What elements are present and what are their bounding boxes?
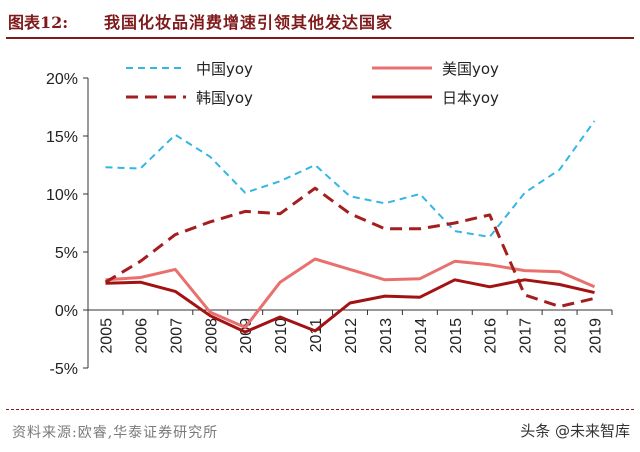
- figure-header: 图表12: 我国化妆品消费增速引领其他发达国家: [0, 0, 640, 40]
- y-tick-label: 20%: [46, 71, 78, 88]
- legend-label-3: 韩国yoy: [196, 89, 253, 107]
- header-divider: [6, 37, 634, 39]
- legend-label-2: 美国yoy: [442, 60, 499, 78]
- x-tick-label: 2016: [483, 318, 500, 354]
- x-tick-label: 2017: [518, 318, 535, 354]
- footer-divider: [6, 409, 634, 410]
- x-tick-label: 2006: [133, 318, 150, 354]
- legend-label-4: 日本yoy: [442, 89, 499, 107]
- x-tick-label: 2007: [168, 318, 185, 354]
- y-tick-label: -5%: [50, 361, 78, 378]
- source-note: 资料来源:欧睿,华泰证券研究所: [12, 425, 219, 441]
- figure-label: 图表12:: [8, 13, 69, 32]
- figure-title: 我国化妆品消费增速引领其他发达国家: [104, 13, 394, 32]
- chart-series: [104, 120, 596, 334]
- x-tick-label: 2018: [553, 318, 570, 354]
- x-tick-label: 2019: [588, 318, 605, 354]
- x-tick-label: 2005: [98, 318, 115, 354]
- y-tick-label: 15%: [46, 129, 78, 146]
- watermark: 头条 @未来智库: [520, 422, 630, 440]
- chart-axes: -5%0%5%10%15%20%2005 2006 2007 2008 2009 2010…: [46, 71, 613, 378]
- series-line-3: [104, 186, 595, 308]
- x-tick-label: 2008: [203, 318, 220, 354]
- legend-label-1: 中国yoy: [196, 60, 253, 78]
- x-tick-label: 2010: [273, 318, 290, 354]
- series-line-1: [105, 120, 596, 238]
- y-tick-label: 0%: [55, 303, 78, 320]
- x-tick-label: 2012: [343, 318, 360, 354]
- x-tick-label: 2014: [413, 318, 430, 354]
- y-tick-label: 10%: [46, 187, 78, 204]
- y-tick-label: 5%: [55, 245, 78, 262]
- chart-legend: 中国yoy 美国yoy 韩国yoy 日本yoy: [126, 60, 499, 107]
- x-tick-label: 2015: [448, 318, 465, 354]
- series-line-4: [105, 278, 595, 334]
- x-tick-label: 2013: [378, 318, 395, 354]
